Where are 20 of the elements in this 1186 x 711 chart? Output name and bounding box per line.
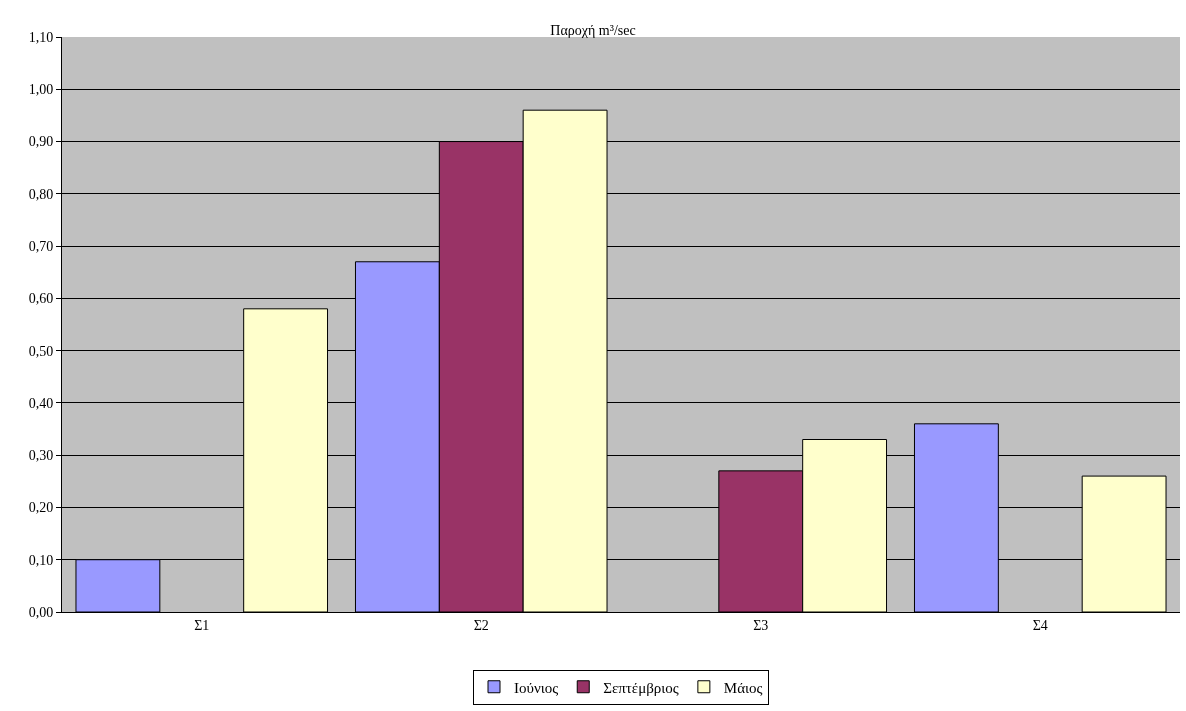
y-tick-label: 0,30 [28,448,54,464]
y-tick-label: 0,40 [28,395,54,411]
y-tick-label: 0,70 [28,238,54,254]
x-tick-label: Σ1 [194,617,210,633]
legend-label: Σεπτέμβριος [603,679,679,696]
x-tick-label: Σ2 [473,617,489,633]
y-tick-label: 0,10 [28,552,54,568]
x-tick-label: Σ4 [1032,617,1048,633]
y-tick-label: 0,80 [28,186,54,202]
y-tick-label: 0,00 [28,604,54,620]
legend-label: Μάιος [723,679,763,696]
x-tick-label: Σ3 [753,617,769,633]
y-tick-label: 0,50 [28,343,54,359]
legend-label: Ιούνιος [514,679,559,696]
y-tick-label: 0,20 [28,500,54,516]
y-tick-label: 1,00 [28,82,54,98]
y-tick-label: 0,90 [28,134,54,150]
y-tick-label: 0,60 [28,291,54,307]
chart-title: Παροχή m³/sec [550,22,636,38]
y-tick-label: 1,10 [28,29,54,45]
